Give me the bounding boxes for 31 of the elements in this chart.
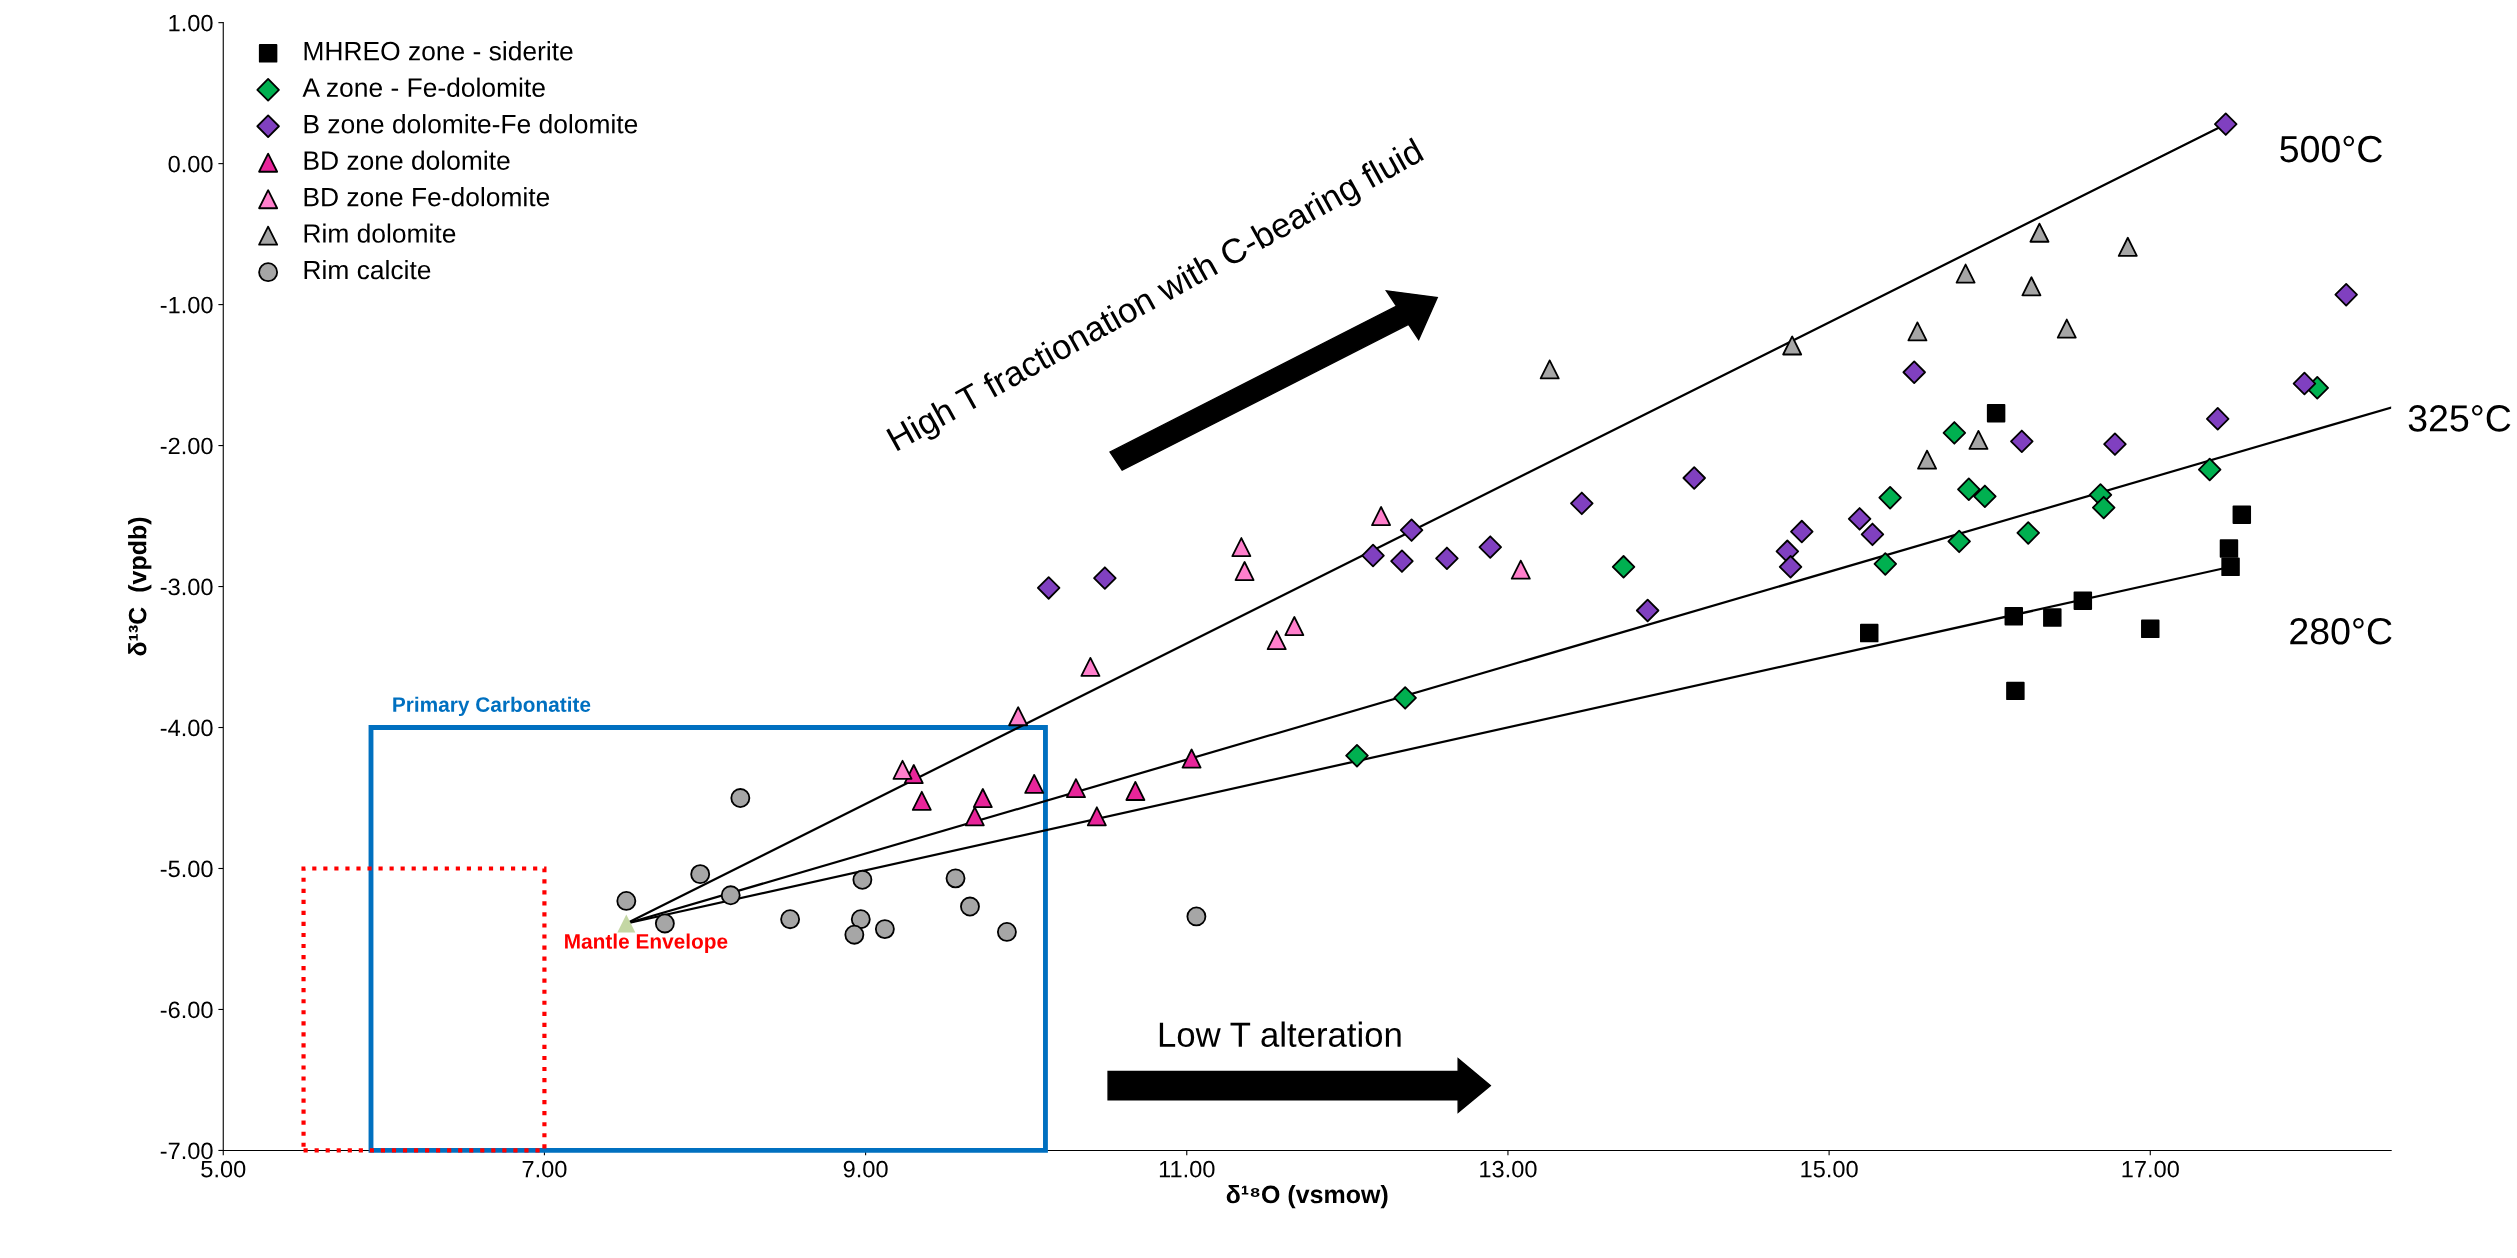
x-tick-label: 13.00 [1480, 1160, 1537, 1178]
y-tick-label: -6.00 [160, 1001, 213, 1019]
legend-label: B zone dolomite-Fe dolomite [304, 114, 638, 134]
legend-label: BD zone dolomite [304, 150, 510, 170]
x-tick-label: 7.00 [522, 1160, 567, 1178]
annotation: Primary Carbonatite [393, 696, 591, 717]
y-tick-label: 0.00 [168, 155, 213, 173]
legend-label: BD zone Fe-dolomite [304, 187, 550, 207]
legend-label: Rim calcite [304, 259, 431, 280]
text: 325°C [2408, 405, 2511, 432]
x-tick-label: 11.00 [1159, 1160, 1215, 1178]
legend-label: MHREO zone - siderite [304, 41, 573, 61]
x-tick-label: 9.00 [843, 1160, 888, 1178]
y-tick-label: -1.00 [160, 296, 213, 314]
legend-label: A zone - Fe-dolomite [302, 77, 545, 97]
y-tick-label: -5.00 [160, 860, 213, 878]
y-axis-title: δ¹³C (vpdb) [128, 517, 152, 656]
y-tick-label: -2.00 [160, 437, 213, 455]
legend-label: Rim dolomite [304, 223, 456, 243]
x-axis-title: δ¹⁸O (vsmow) [1226, 1184, 1388, 1209]
y-tick-label: -7.00 [160, 1142, 213, 1160]
x-tick-label: 15.00 [1801, 1160, 1858, 1178]
y-tick-label: -4.00 [160, 719, 213, 737]
annotation: 280°C [2290, 617, 2392, 645]
annotation: 500°C [2280, 135, 2382, 163]
y-tick-label: 1.00 [169, 14, 213, 32]
x-tick-label: 17.00 [2122, 1160, 2179, 1178]
annotation: Mantle Envelope [565, 933, 728, 953]
annotation: Low T alteration [1159, 1021, 1401, 1047]
x-tick-label: 5.00 [201, 1160, 246, 1178]
y-tick-label: -3.00 [160, 578, 213, 596]
